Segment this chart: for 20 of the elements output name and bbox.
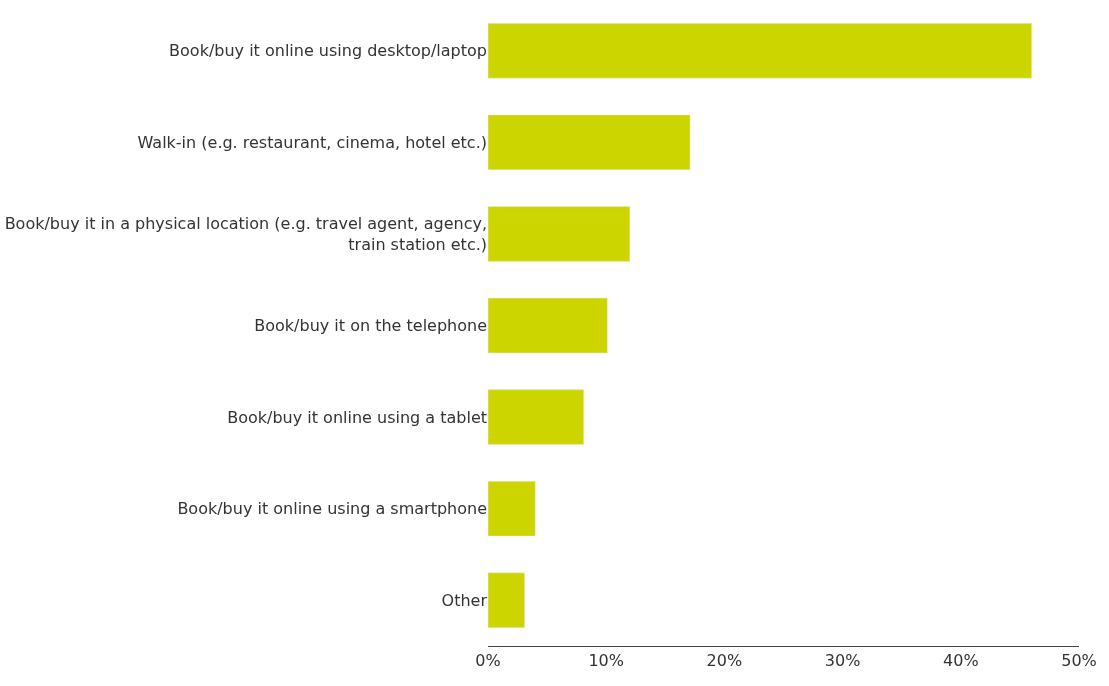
x-tick-label: 0% xyxy=(475,651,501,671)
y-tick-label: Other xyxy=(441,590,488,610)
bar xyxy=(488,23,1032,79)
bar xyxy=(488,389,584,445)
bar xyxy=(488,114,691,171)
x-tick-label: 40% xyxy=(943,651,979,671)
x-tick-label: 20% xyxy=(706,651,743,671)
x-tick-label: 10% xyxy=(588,651,624,671)
y-tick-label: Book/buy it online using a tablet xyxy=(227,407,487,427)
y-tick-label: Book/buy it online using desktop/laptop xyxy=(169,41,487,61)
bar xyxy=(488,480,536,537)
bar xyxy=(488,297,608,354)
bar xyxy=(488,206,631,262)
x-tick-label: 50% xyxy=(1061,651,1097,671)
y-tick-label: Book/buy it online using a smartphone xyxy=(177,499,487,519)
x-tick-label: 30% xyxy=(824,651,861,671)
y-tick-label: Book/buy it in a physical location (e.g. travel agent, agency, train station etc.) xyxy=(4,214,487,254)
y-tick-label: Book/buy it on the telephone xyxy=(254,316,487,336)
bar xyxy=(488,572,525,628)
y-tick-label: Walk-in (e.g. restaurant, cinema, hotel etc.) xyxy=(137,132,487,152)
